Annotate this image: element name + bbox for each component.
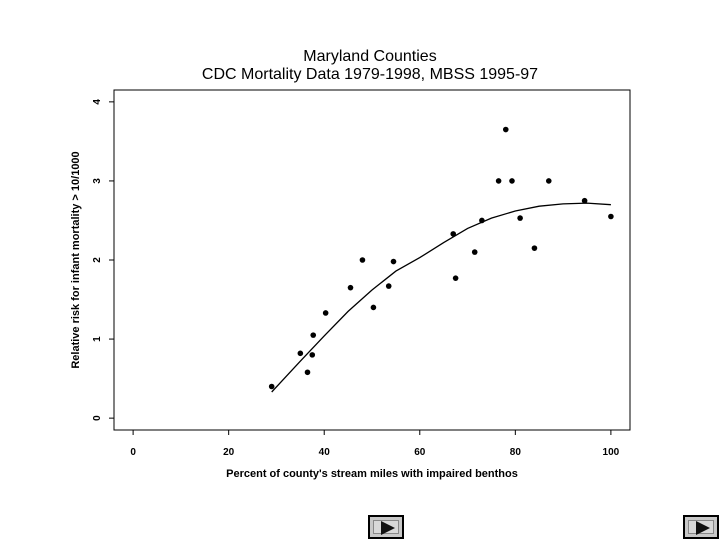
y-tick-label: 2 bbox=[92, 257, 103, 263]
x-axis-label: Percent of county's stream miles with im… bbox=[226, 468, 518, 480]
data-point bbox=[479, 217, 485, 224]
next-slide-button[interactable] bbox=[368, 515, 404, 539]
data-point bbox=[581, 197, 588, 204]
data-points bbox=[268, 126, 614, 390]
data-point bbox=[531, 245, 538, 251]
y-tick-label: 4 bbox=[92, 99, 103, 105]
y-tick-label: 1 bbox=[92, 336, 103, 342]
x-tick-label: 60 bbox=[414, 447, 426, 458]
data-point bbox=[385, 283, 392, 289]
data-point bbox=[304, 369, 311, 376]
last-slide-button[interactable] bbox=[683, 515, 719, 539]
data-point bbox=[347, 284, 354, 291]
chart-title: Maryland Counties bbox=[303, 48, 436, 65]
data-point bbox=[608, 213, 614, 220]
data-point bbox=[359, 257, 366, 263]
data-point bbox=[502, 126, 509, 133]
data-point bbox=[495, 178, 502, 184]
x-tick-label: 100 bbox=[603, 447, 620, 458]
data-point bbox=[370, 304, 377, 311]
x-tick-label: 0 bbox=[130, 447, 136, 458]
data-point bbox=[517, 215, 523, 221]
y-axis: 0 1 2 3 4 bbox=[92, 99, 114, 421]
x-tick-label: 40 bbox=[319, 447, 331, 458]
x-tick-label: 80 bbox=[510, 447, 522, 458]
data-point bbox=[322, 310, 329, 316]
data-point bbox=[471, 249, 478, 255]
data-point bbox=[452, 275, 459, 281]
smooth-curve bbox=[271, 202, 611, 393]
data-point bbox=[309, 352, 316, 358]
x-tick-label: 20 bbox=[223, 447, 235, 458]
data-point bbox=[310, 332, 317, 338]
y-axis-label: Relative risk for infant mortality > 10/… bbox=[70, 151, 82, 368]
data-point bbox=[545, 178, 552, 184]
data-point bbox=[390, 258, 397, 265]
play-arrow-icon bbox=[696, 521, 710, 535]
play-arrow-icon bbox=[381, 521, 395, 535]
y-tick-label: 3 bbox=[92, 178, 103, 184]
plot-frame bbox=[113, 89, 631, 431]
data-point bbox=[450, 231, 457, 237]
chart-subtitle: CDC Mortality Data 1979-1998, MBSS 1995-… bbox=[202, 66, 538, 83]
y-tick-label: 0 bbox=[92, 415, 103, 421]
data-point bbox=[268, 383, 275, 390]
x-axis: 0 20 40 60 80 100 bbox=[130, 430, 620, 458]
data-point bbox=[297, 350, 304, 357]
data-point bbox=[509, 178, 515, 184]
